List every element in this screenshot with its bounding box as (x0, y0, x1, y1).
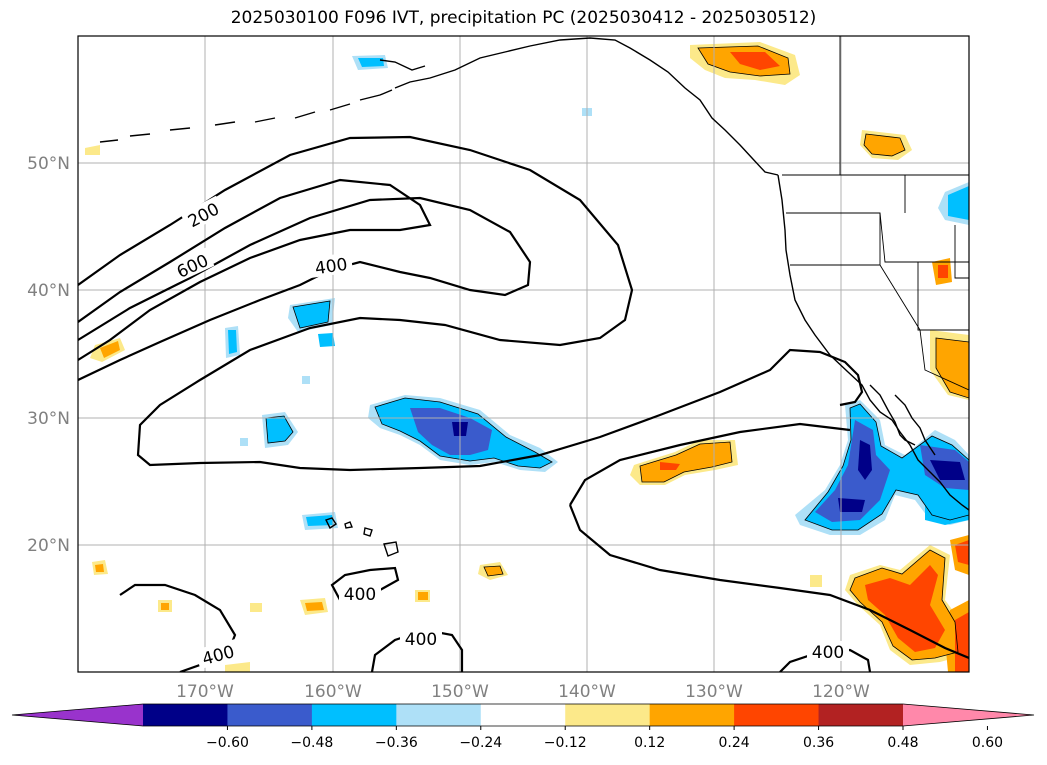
lon-label: 160°W (304, 682, 362, 702)
colorbar-tick-label: −0.60 (206, 735, 249, 751)
map-title: 2025030100 F096 IVT, precipitation PC (2… (230, 8, 817, 28)
colorbar: −0.60 −0.48 −0.36 −0.24 −0.12 0.12 0.24 0.36 0.4… (11, 703, 1035, 751)
colorbar-tick-label: −0.36 (375, 735, 418, 751)
contour-label: 400 (812, 643, 844, 663)
colorbar-tick-label: 0.24 (719, 735, 750, 751)
colorbar-tick-label: −0.12 (544, 735, 587, 751)
lat-label: 30°N (27, 409, 70, 429)
colorbar-tick-label: −0.24 (459, 735, 502, 751)
colorbar-segment (311, 704, 397, 726)
precip-negative-anomalies (225, 55, 969, 535)
map-frame (77, 35, 970, 673)
contour-label: 400 (314, 255, 349, 279)
graticule (78, 36, 969, 672)
lon-label: 120°W (812, 682, 870, 702)
colorbar-segment (818, 704, 904, 726)
colorbar-tick-label: 0.48 (887, 735, 918, 751)
lat-label: 50°N (27, 154, 70, 174)
colorbar-tick-label: −0.48 (290, 735, 333, 751)
ivt-contours (78, 135, 969, 672)
colorbar-segment (734, 704, 820, 726)
lon-label: 150°W (431, 682, 489, 702)
contour-label-backgrounds (169, 195, 849, 670)
coastlines (99, 37, 969, 557)
colorbar-segment (227, 704, 313, 726)
colorbar-segment (480, 704, 566, 726)
colorbar-segment (143, 704, 228, 726)
anomaly-outlines (265, 45, 969, 661)
colorbar-segment (396, 704, 482, 726)
lon-label: 140°W (558, 682, 616, 702)
precip-positive-anomalies (85, 42, 969, 672)
contour-label: 400 (344, 585, 376, 605)
lat-label: 40°N (27, 281, 70, 301)
colorbar-segment (649, 704, 735, 726)
colorbar-extend-max (903, 704, 1034, 726)
colorbar-tick-label: 0.12 (634, 735, 665, 751)
colorbar-tick-label: 0.60 (972, 735, 1003, 751)
colorbar-tick-label: 0.36 (803, 735, 834, 751)
lon-label: 130°W (685, 682, 743, 702)
colorbar-outline (11, 703, 1035, 727)
lon-label: 170°W (176, 682, 234, 702)
lat-label: 20°N (27, 536, 70, 556)
political-borders (782, 36, 969, 391)
contour-label: 400 (405, 630, 437, 650)
colorbar-extend-min (12, 704, 143, 726)
colorbar-segment (565, 704, 651, 726)
map-background (78, 36, 969, 672)
